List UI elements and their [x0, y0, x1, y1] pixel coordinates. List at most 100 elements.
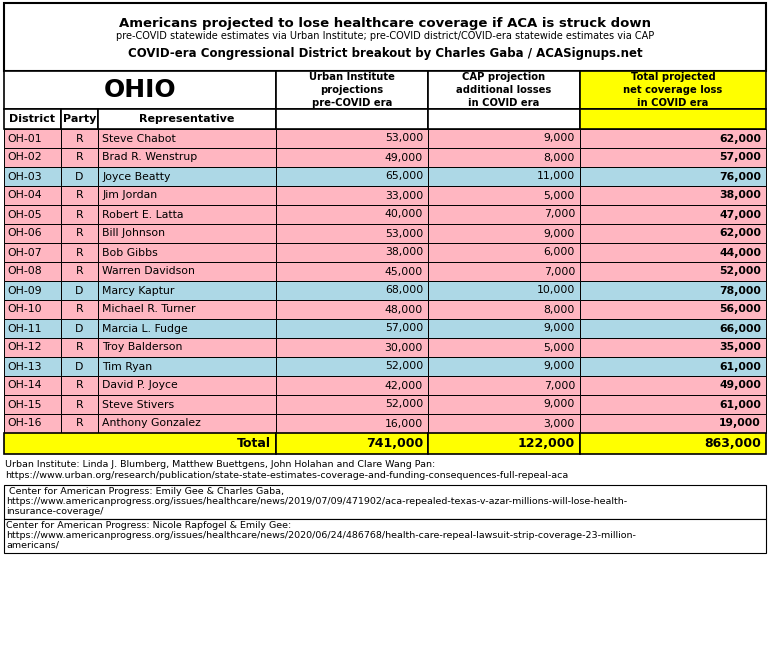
Text: 45,000: 45,000 [385, 267, 423, 276]
Text: OH-02: OH-02 [7, 153, 42, 162]
Text: OH-05: OH-05 [7, 210, 42, 219]
Bar [4, 3, 766, 71]
Text: Anthony Gonzalez: Anthony Gonzalez [102, 419, 201, 428]
Text: 52,000: 52,000 [385, 362, 423, 371]
Bar [4, 485, 766, 519]
Bar [276, 300, 428, 319]
Bar [61, 205, 98, 224]
Bar [428, 414, 580, 433]
Bar [98, 167, 276, 186]
Text: americans/: americans/ [6, 541, 59, 550]
Text: R: R [75, 419, 83, 428]
Text: 52,000: 52,000 [385, 399, 423, 410]
Text: R: R [75, 190, 83, 201]
Text: Americans projected to lose healthcare coverage if ACA is struck down: Americans projected to lose healthcare c… [119, 17, 651, 30]
Text: 8,000: 8,000 [544, 153, 575, 162]
Bar [4, 357, 61, 376]
Bar [98, 376, 276, 395]
Text: R: R [75, 267, 83, 276]
Bar [428, 319, 580, 338]
Bar [61, 167, 98, 186]
Text: OH-14: OH-14 [7, 380, 42, 391]
Bar [580, 338, 766, 357]
Bar [61, 376, 98, 395]
Text: Marcy Kaptur: Marcy Kaptur [102, 285, 174, 296]
Text: Party: Party [63, 114, 96, 124]
Text: 7,000: 7,000 [544, 267, 575, 276]
Bar [4, 338, 61, 357]
Bar [98, 281, 276, 300]
Text: Robert E. Latta: Robert E. Latta [102, 210, 183, 219]
Bar [276, 338, 428, 357]
Text: Jim Jordan: Jim Jordan [102, 190, 157, 201]
Text: 38,000: 38,000 [385, 248, 423, 258]
Text: D: D [75, 171, 84, 182]
Bar [580, 357, 766, 376]
Bar [98, 300, 276, 319]
Text: 6,000: 6,000 [544, 248, 575, 258]
Text: 57,000: 57,000 [385, 324, 423, 333]
Bar [428, 109, 580, 129]
Text: 53,000: 53,000 [385, 228, 423, 239]
Bar [428, 395, 580, 414]
Bar [276, 319, 428, 338]
Bar [98, 148, 276, 167]
Bar [276, 186, 428, 205]
Bar [276, 205, 428, 224]
Text: Center for American Progress: Nicole Rapfogel & Emily Gee:: Center for American Progress: Nicole Rap… [6, 521, 291, 530]
Text: COVID-era Congressional District breakout by Charles Gaba / ACASignups.net: COVID-era Congressional District breakou… [128, 47, 642, 60]
Bar [428, 167, 580, 186]
Bar [276, 129, 428, 148]
Text: OH-11: OH-11 [7, 324, 42, 333]
Text: 65,000: 65,000 [385, 171, 423, 182]
Text: 76,000: 76,000 [719, 171, 761, 182]
Bar [428, 71, 580, 109]
Text: OH-13: OH-13 [7, 362, 42, 371]
Text: OH-08: OH-08 [7, 267, 42, 276]
Bar [98, 109, 276, 129]
Text: 35,000: 35,000 [719, 342, 761, 353]
Text: R: R [75, 380, 83, 391]
Bar [428, 262, 580, 281]
Text: https://www.americanprogress.org/issues/healthcare/news/2020/06/24/486768/health: https://www.americanprogress.org/issues/… [6, 531, 636, 540]
Bar [580, 224, 766, 243]
Text: 16,000: 16,000 [385, 419, 423, 428]
Text: 3,000: 3,000 [544, 419, 575, 428]
Bar [98, 224, 276, 243]
Bar [580, 186, 766, 205]
Text: 61,000: 61,000 [719, 399, 761, 410]
Text: Michael R. Turner: Michael R. Turner [102, 305, 196, 314]
Text: 122,000: 122,000 [517, 437, 575, 450]
Bar [428, 129, 580, 148]
Text: 49,000: 49,000 [385, 153, 423, 162]
Bar [428, 205, 580, 224]
Bar [4, 186, 61, 205]
Text: Steve Stivers: Steve Stivers [102, 399, 174, 410]
Text: Bob Gibbs: Bob Gibbs [102, 248, 158, 258]
Text: Bill Johnson: Bill Johnson [102, 228, 165, 239]
Bar [276, 243, 428, 262]
Text: 56,000: 56,000 [719, 305, 761, 314]
Text: 19,000: 19,000 [719, 419, 761, 428]
Bar [61, 262, 98, 281]
Bar [276, 224, 428, 243]
Bar [61, 338, 98, 357]
Bar [4, 167, 61, 186]
Bar [580, 376, 766, 395]
Text: 9,000: 9,000 [544, 324, 575, 333]
Bar [276, 262, 428, 281]
Bar [98, 414, 276, 433]
Text: https://www.urban.org/research/publication/state-state-estimates-coverage-and-fu: https://www.urban.org/research/publicati… [5, 471, 568, 480]
Bar [276, 281, 428, 300]
Text: OH-07: OH-07 [7, 248, 42, 258]
Text: 40,000: 40,000 [385, 210, 423, 219]
Bar [580, 281, 766, 300]
Text: Brad R. Wenstrup: Brad R. Wenstrup [102, 153, 197, 162]
Bar [61, 129, 98, 148]
Text: R: R [75, 342, 83, 353]
Bar [98, 129, 276, 148]
Bar [276, 148, 428, 167]
Text: 5,000: 5,000 [544, 342, 575, 353]
Text: Marcia L. Fudge: Marcia L. Fudge [102, 324, 188, 333]
Text: 11,000: 11,000 [537, 171, 575, 182]
